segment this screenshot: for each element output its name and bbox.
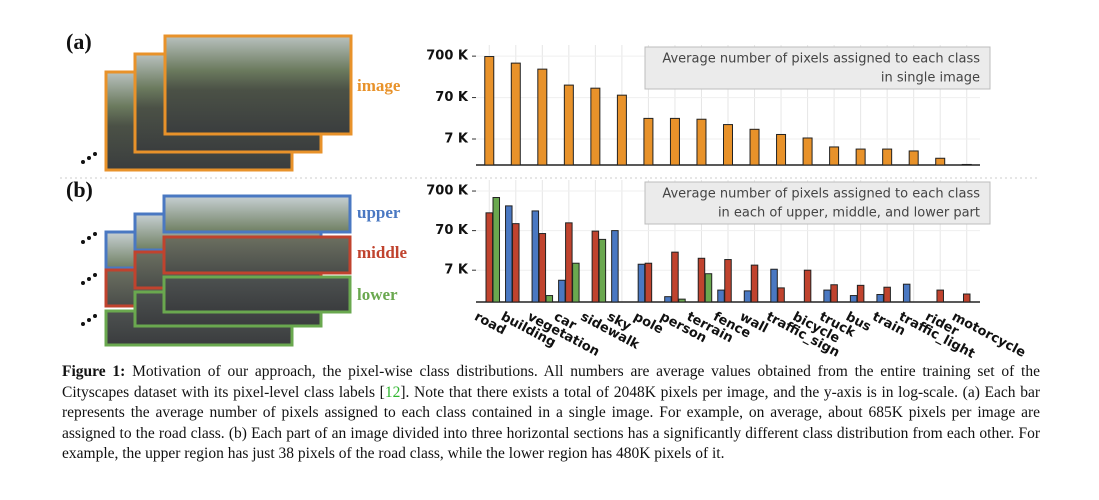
panel-label: (b) [66,177,93,202]
y-tick-label: 700 K [426,184,469,199]
annotation: in single image [881,71,980,86]
bar [485,212,494,302]
bar [696,118,707,165]
bar [770,268,778,302]
bar [611,230,619,302]
bar [961,163,972,165]
bar [563,84,574,165]
annotation-box [644,181,991,225]
panel-label: (a) [66,29,92,54]
bar [643,117,654,165]
bar [902,283,911,302]
y-tick-label: 700 K [426,49,469,64]
bar [936,289,944,302]
caption-text: ]. Note that there exists a total of 204… [62,383,1040,463]
y-tick-label: 7 K [444,131,469,146]
bar [717,289,725,302]
bar [750,264,759,302]
figure-graphics: (a) (b) image upper middle lower 7 K 70 K… [60,29,1040,360]
bar [777,287,785,302]
image-label: upper [357,203,401,222]
bar [802,137,813,165]
bar [876,294,884,302]
bar [492,197,501,302]
bar [664,296,672,302]
image-stack [104,34,353,172]
bar [962,293,971,302]
caption-label: Figure 1: [62,363,126,380]
bar [637,263,646,302]
ellipsis [81,152,97,326]
caption-text: Motivation of our approach, the pixel-wi… [62,363,1040,401]
caption: Figure 1: Motivation of our approach, th… [62,362,1040,465]
annotation-box [644,46,991,90]
bar [935,157,946,165]
bar [616,94,627,165]
bar [882,148,893,165]
bar [697,257,706,302]
annotation: Average number of pixels assigned to eac… [662,52,980,67]
bar [572,262,580,302]
image-stack-lower [104,275,352,347]
annotation: in each of upper, middle, and lower part [718,206,980,221]
image-label: middle [357,243,408,262]
bar [558,279,566,302]
bar [908,150,919,165]
bar [565,222,573,302]
bar [671,251,679,302]
bar [484,56,495,165]
bar-chart: 7 K 70 K 700 K Average number of pixels ass… [426,45,991,166]
bar [510,62,521,165]
bar [704,273,713,302]
bar [849,295,858,302]
bar [678,298,686,302]
bar [883,286,891,302]
bars [485,197,971,302]
y-tick-label: 70 K [435,223,469,238]
bar [590,87,601,165]
bar [724,259,732,302]
y-tick-label: 70 K [435,90,469,105]
bar [855,148,866,165]
bar-chart: 7 K 70 K 700 K Average number of pixels ass… [426,180,1028,360]
bar [829,146,840,165]
bar [743,290,752,302]
bar [803,269,812,302]
bar [538,233,547,302]
bar [545,295,554,302]
bar [749,128,760,165]
bars [484,56,972,165]
bar [776,133,787,165]
y-tick-label: 7 K [444,263,469,278]
bar [723,124,733,165]
bar [830,284,838,302]
bar [856,284,865,302]
bar [531,210,540,302]
charts: 7 K 70 K 700 K Average number of pixels ass… [426,45,1028,360]
bar [644,262,653,302]
bar [669,117,680,165]
citation[interactable]: 12 [384,383,401,401]
bar [512,223,520,302]
annotation: Average number of pixels assigned to eac… [662,187,980,202]
bar [505,205,513,302]
bar [598,238,607,302]
image-label: image [357,76,401,95]
bar [823,289,831,302]
bar [591,230,600,302]
bar [537,68,548,165]
image-label: lower [357,285,398,304]
